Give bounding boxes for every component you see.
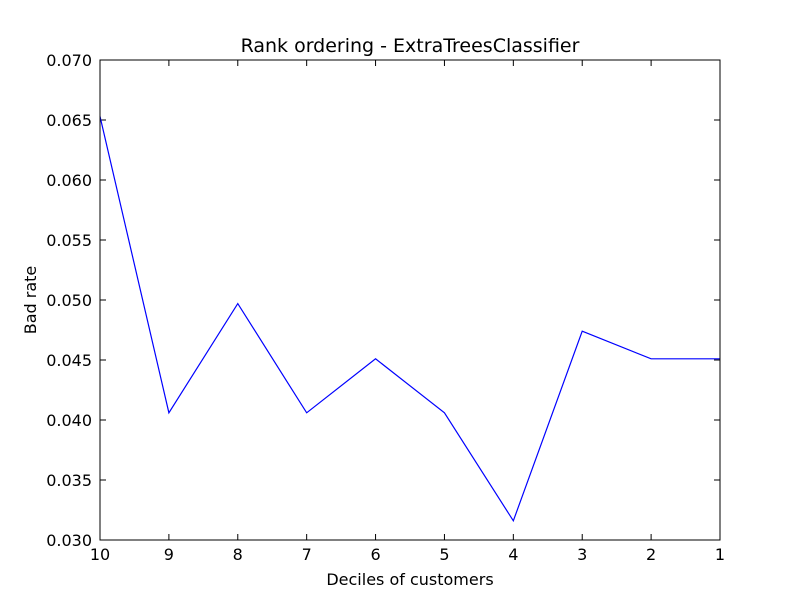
x-tick-label: 10 — [90, 545, 110, 564]
x-tick-label: 2 — [646, 545, 656, 564]
y-tick-label: 0.065 — [46, 111, 92, 130]
x-axis-label: Deciles of customers — [326, 570, 493, 589]
x-tick-label: 3 — [577, 545, 587, 564]
x-tick-label: 9 — [164, 545, 174, 564]
y-tick-label: 0.055 — [46, 231, 92, 250]
y-tick-label: 0.070 — [46, 51, 92, 70]
axes-frame — [99, 59, 721, 541]
x-tick-label: 5 — [439, 545, 449, 564]
x-tick-label: 1 — [715, 545, 725, 564]
y-tick-label: 0.060 — [46, 171, 92, 190]
y-tick-label: 0.045 — [46, 351, 92, 370]
y-tick-labels: 0.030 0.035 0.040 0.045 0.050 0.055 0.060 0.065… — [46, 51, 92, 550]
y-tick-label: 0.050 — [46, 291, 92, 310]
axes-background — [100, 60, 720, 540]
x-tick-labels: 10 9 8 7 6 5 4 3 2 1 — [90, 545, 725, 564]
x-tick-label: 4 — [508, 545, 518, 564]
x-tick-label: 8 — [233, 545, 243, 564]
y-tick-label: 0.035 — [46, 471, 92, 490]
x-tick-label: 6 — [370, 545, 380, 564]
y-axis-label: Bad rate — [21, 266, 40, 335]
y-tick-label: 0.030 — [46, 531, 92, 550]
chart-title: Rank ordering - ExtraTreesClassifier — [241, 35, 580, 57]
series-line-0 — [99, 116, 720, 523]
plot-area — [99, 59, 721, 541]
y-tick-label: 0.040 — [46, 411, 92, 430]
x-tick-label: 7 — [302, 545, 312, 564]
series-layer — [99, 116, 720, 523]
